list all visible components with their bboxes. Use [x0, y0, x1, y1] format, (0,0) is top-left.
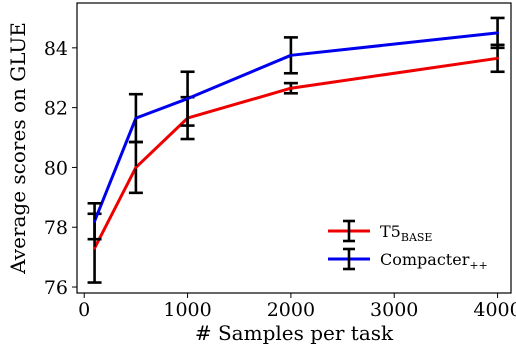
x-tick-label: 1000: [163, 299, 211, 321]
y-tick-label: 80: [44, 157, 68, 179]
data-point: [134, 165, 138, 169]
data-point: [496, 31, 500, 35]
y-tick-label: 84: [44, 38, 68, 60]
error-bar: [283, 36, 298, 75]
data-point: [186, 97, 190, 101]
legend-item-compacter: Compacter++: [328, 247, 488, 272]
y-tick-label: 76: [44, 277, 68, 299]
y-tick-label: 82: [44, 98, 68, 120]
error-bar: [128, 140, 143, 195]
plot-marks: [87, 16, 505, 284]
data-point: [496, 56, 500, 60]
x-tick-label: 0: [78, 299, 90, 321]
x-tick-label: 4000: [473, 299, 516, 321]
series-t5: [87, 43, 505, 284]
series-line-compacter: [93, 31, 498, 222]
data-point: [289, 86, 293, 90]
x-tick-label: 2000: [267, 299, 315, 321]
legend: T5BASE Compacter++: [328, 219, 488, 272]
series-compacter: [87, 16, 505, 241]
error-bar: [283, 81, 298, 95]
plot-frame: [76, 2, 512, 294]
error-bar: [128, 92, 143, 144]
y-axis-title: Average scores on GLUE: [6, 22, 30, 275]
axes: 0 1000 2000 3000 4000 76 78 80 82 84: [44, 38, 516, 321]
x-tick-label: 3000: [370, 299, 418, 321]
legend-label: T5BASE: [380, 222, 432, 244]
error-bar: [87, 202, 102, 241]
data-point: [93, 219, 97, 223]
legend-label: Compacter++: [380, 250, 488, 272]
series-line-t5: [93, 56, 498, 249]
data-point: [93, 246, 97, 250]
error-bar: [180, 70, 195, 127]
error-bar: [490, 16, 505, 50]
x-axis-title: # Samples per task: [195, 321, 394, 345]
legend-item-t5: T5BASE: [328, 219, 432, 244]
data-point: [134, 116, 138, 120]
data-point: [289, 53, 293, 57]
y-tick-label: 78: [44, 217, 68, 239]
